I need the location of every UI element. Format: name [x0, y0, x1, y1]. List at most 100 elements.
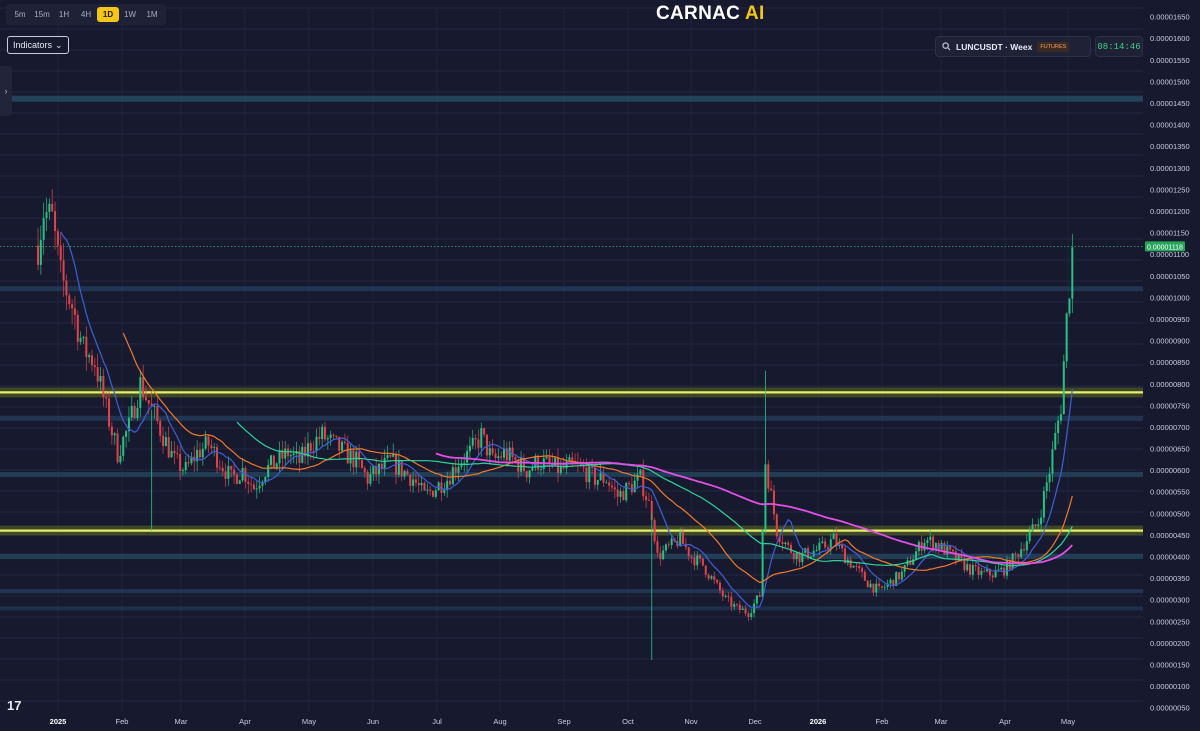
candle-body: [412, 479, 415, 486]
candle-body: [514, 457, 517, 460]
candle-body: [886, 583, 889, 588]
candle-body: [326, 437, 329, 440]
candle-body: [1017, 554, 1020, 558]
x-axis-tick-label: Sep: [557, 717, 570, 726]
candle-body: [323, 426, 326, 440]
candle-body: [73, 308, 76, 315]
candle-body: [636, 474, 639, 481]
x-axis-tick-label: Apr: [999, 717, 1011, 726]
candle-body: [545, 456, 548, 459]
candle-body: [713, 576, 716, 580]
candle-body: [585, 467, 588, 483]
candle-body: [1020, 549, 1023, 558]
y-axis-tick-label: 0.00001500: [1150, 77, 1190, 86]
candle-body: [349, 450, 352, 464]
candle-body: [625, 483, 628, 501]
candle-body: [554, 457, 557, 466]
candle-body: [366, 472, 369, 484]
y-axis-tick-label: 0.00000650: [1150, 445, 1190, 454]
candle-body: [1031, 524, 1034, 532]
level-band: [0, 606, 1143, 611]
y-axis-tick-label: 0.00000200: [1150, 639, 1190, 648]
timeframe-5m[interactable]: 5m: [14, 10, 26, 19]
y-axis-tick-label: 0.00000350: [1150, 574, 1190, 583]
candle-body: [548, 456, 551, 464]
candle-body: [787, 542, 790, 545]
candle-body: [582, 465, 585, 468]
y-axis-tick-label: 0.00000050: [1150, 704, 1190, 713]
candle-body: [900, 571, 903, 580]
timeframe-1m[interactable]: 1M: [146, 10, 158, 19]
indicators-label: Indicators: [13, 40, 53, 50]
sidebar-toggle-button[interactable]: ›: [0, 66, 12, 116]
candle-body: [130, 405, 133, 418]
candle-body: [795, 552, 798, 560]
candle-body: [204, 436, 207, 449]
candle-body: [281, 450, 284, 459]
candle-body: [605, 482, 608, 484]
candle-body: [39, 239, 42, 265]
candle-body: [494, 453, 497, 458]
candle-body: [51, 203, 54, 212]
candle-body: [369, 473, 372, 484]
candle-body: [468, 445, 471, 452]
candle-body: [855, 565, 858, 567]
symbol-search[interactable]: LUNCUSDT · Weex FUTURES: [935, 36, 1091, 57]
candle-body: [832, 533, 835, 540]
candle-body: [858, 566, 861, 569]
indicators-button[interactable]: Indicators ⌄: [7, 36, 69, 54]
y-axis-tick-label: 0.00001600: [1150, 34, 1190, 43]
candle-body: [485, 434, 488, 456]
candle-body: [761, 529, 764, 597]
candle-body: [818, 542, 821, 550]
timeframe-4h[interactable]: 4H: [80, 10, 92, 19]
x-axis-tick-label: Feb: [116, 717, 129, 726]
y-axis-tick-label: 0.00000150: [1150, 660, 1190, 669]
x-axis-tick-label: Feb: [876, 717, 889, 726]
candle-body: [682, 531, 685, 544]
candle-body: [946, 546, 949, 555]
candle-body: [250, 483, 253, 485]
x-axis-tick-label: May: [1061, 717, 1075, 726]
candle-body: [343, 441, 346, 443]
candle-body: [633, 480, 636, 493]
y-axis-tick-label: 0.00000850: [1150, 358, 1190, 367]
candle-body: [520, 457, 523, 472]
candle-body: [431, 490, 434, 497]
candle-body: [770, 488, 773, 491]
candle-body: [460, 463, 463, 467]
x-axis-tick-label: May: [302, 717, 316, 726]
candle-body: [500, 456, 503, 458]
candle-body: [144, 397, 147, 401]
candle-body: [122, 436, 125, 456]
candle-body: [704, 565, 707, 575]
candle-body: [278, 450, 281, 464]
candle-body: [599, 473, 602, 481]
timeframe-1d[interactable]: 1D: [97, 7, 119, 22]
moving-average-line: [122, 332, 1073, 584]
y-axis-tick-label: 0.00000700: [1150, 423, 1190, 432]
candle-body: [304, 446, 307, 457]
x-axis-tick-label: Oct: [622, 717, 635, 726]
timeframe-1w[interactable]: 1W: [124, 10, 136, 19]
candle-body: [380, 463, 383, 468]
x-axis-tick-label: 2025: [50, 717, 67, 726]
candle-body: [571, 457, 574, 461]
timeframe-15m[interactable]: 15m: [34, 10, 50, 19]
candle-body: [895, 572, 898, 587]
candle-body: [156, 406, 159, 422]
timeframe-1h[interactable]: 1H: [58, 10, 70, 19]
candle-body: [784, 542, 787, 545]
candle-body: [960, 554, 963, 559]
candle-body: [1048, 473, 1051, 483]
brand-logo: CARNAC AI: [656, 3, 765, 24]
candle-body: [1000, 567, 1003, 570]
candle-body: [872, 583, 875, 593]
candle-body: [420, 482, 423, 486]
candle-body: [213, 447, 216, 449]
candle-body: [377, 463, 380, 475]
candle-body: [62, 260, 65, 281]
candle-body: [642, 469, 645, 497]
level-band: [0, 286, 1143, 292]
